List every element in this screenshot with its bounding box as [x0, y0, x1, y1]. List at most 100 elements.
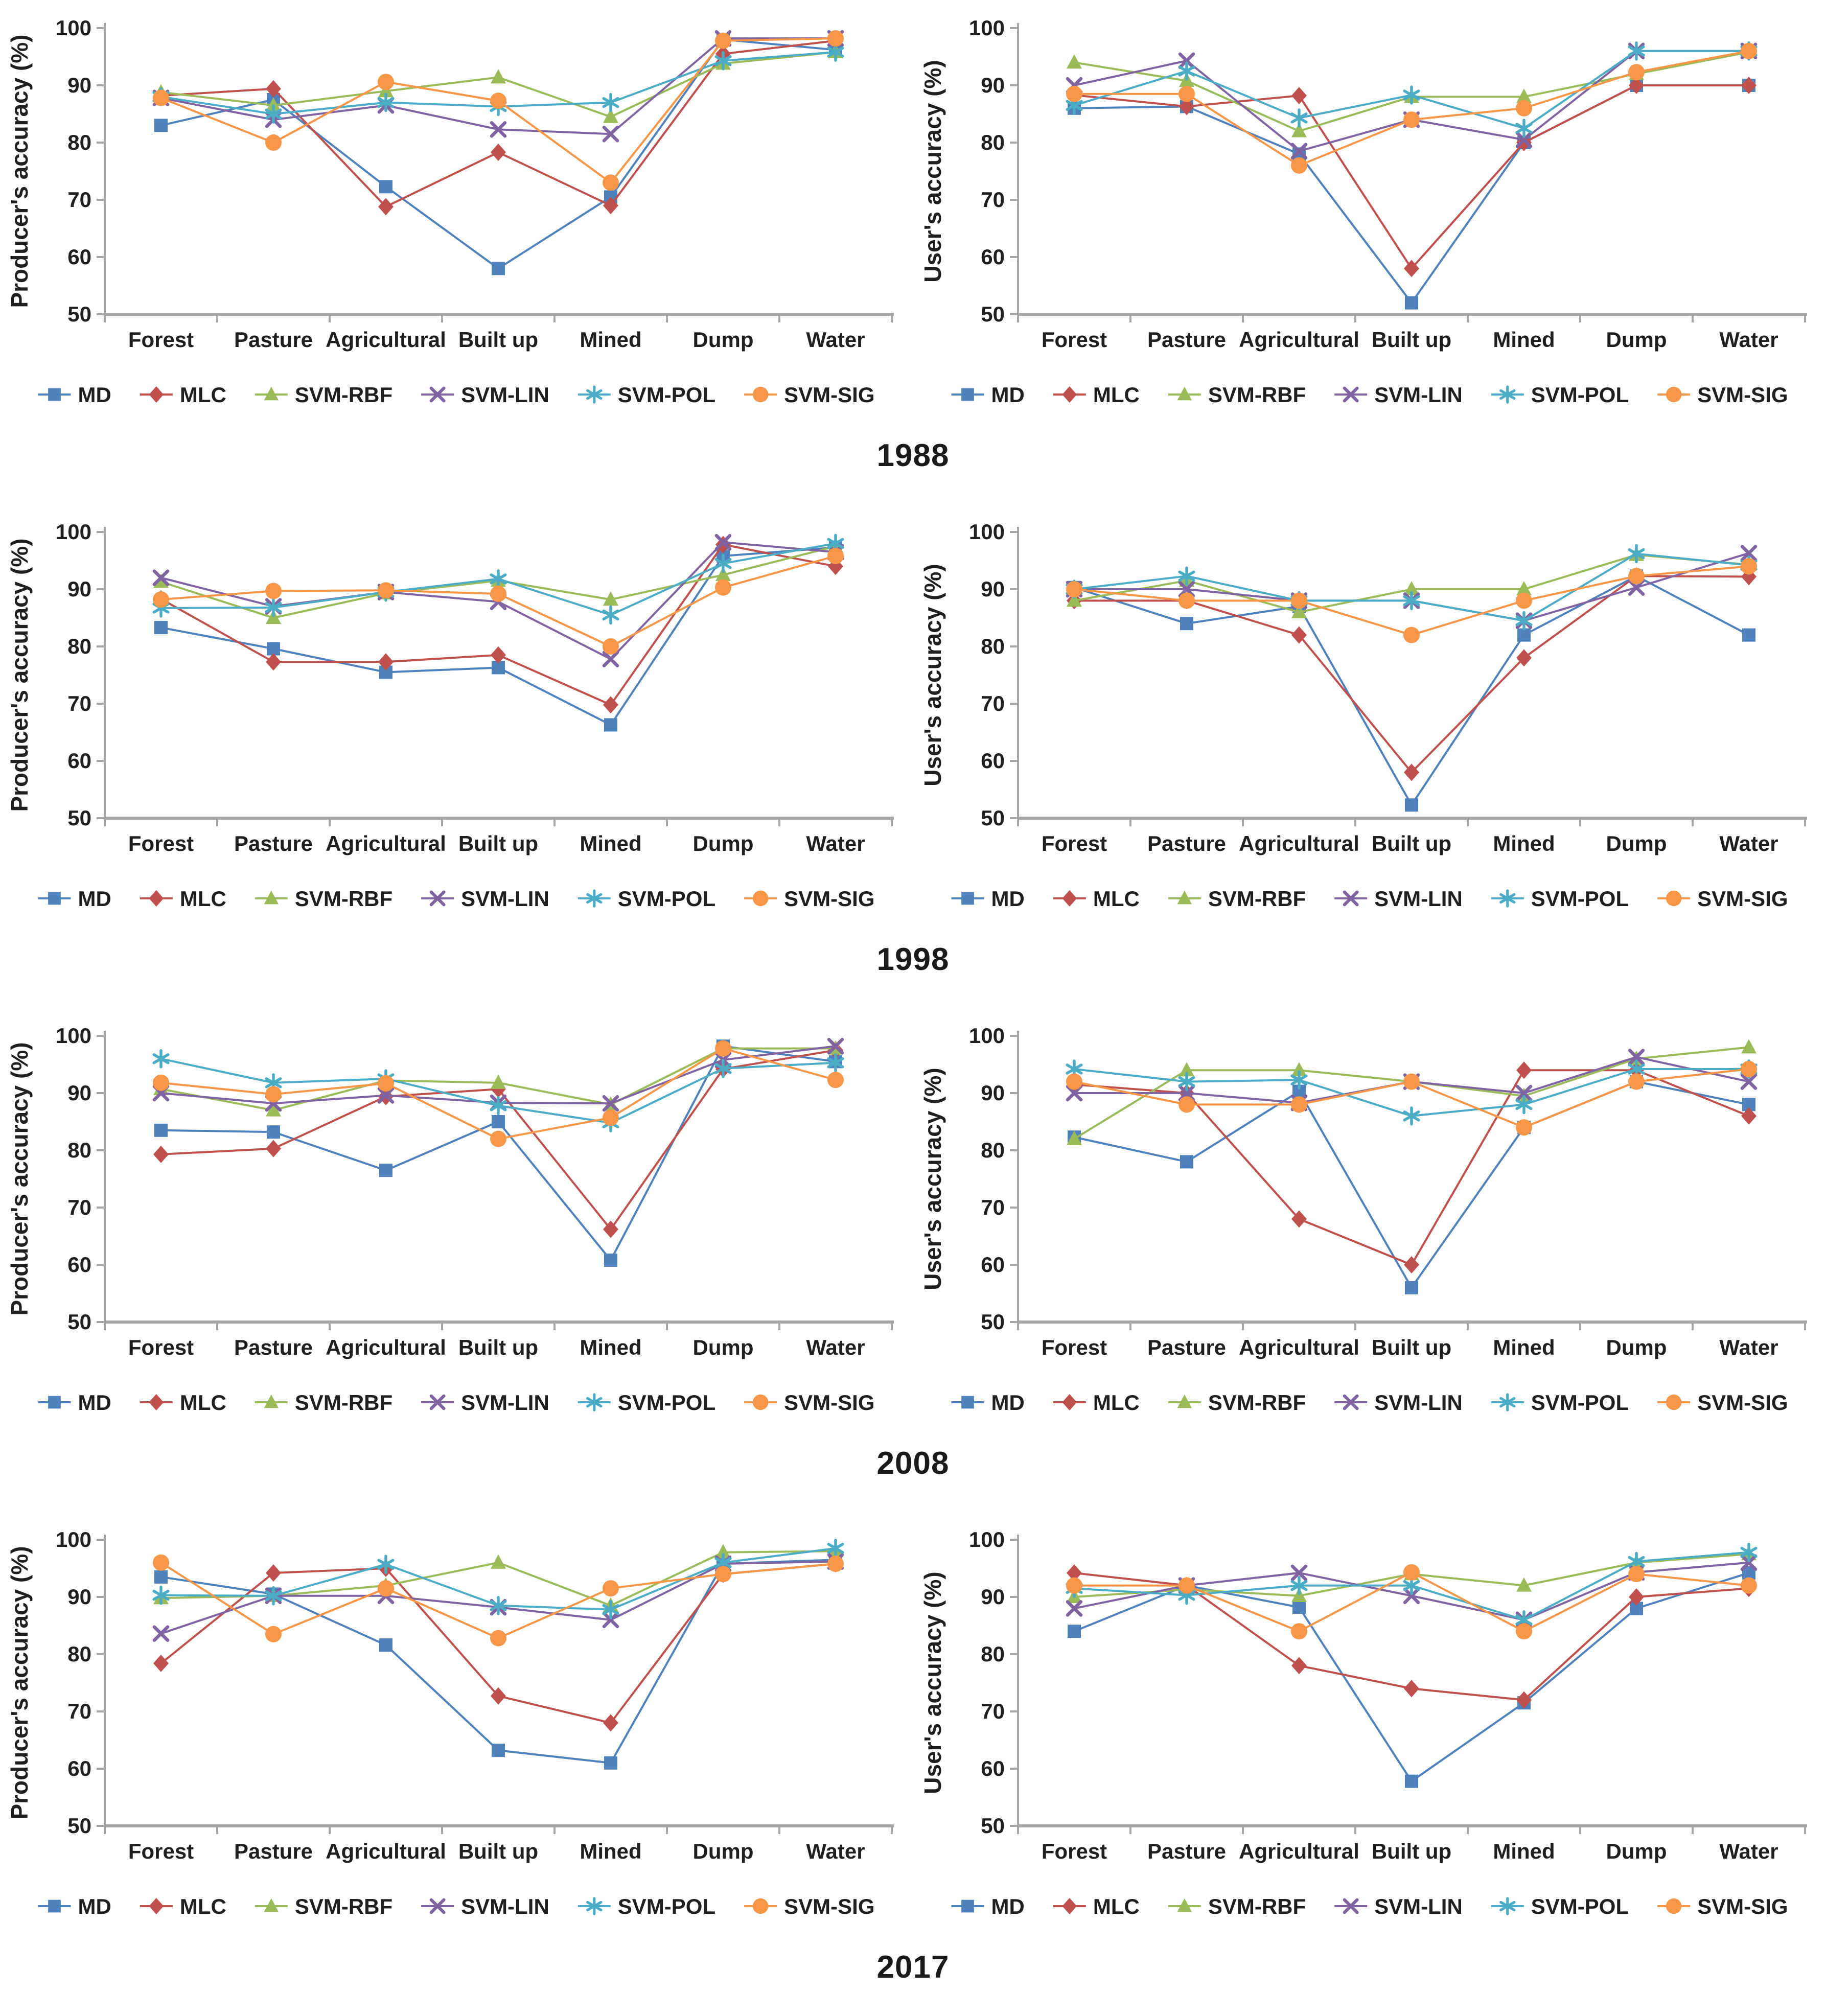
- triangle-marker: [153, 573, 169, 588]
- circle-marker: [1291, 1623, 1307, 1640]
- y-tick-label: 80: [67, 1642, 91, 1666]
- series-MD: [1068, 1566, 1755, 1788]
- legend-label: SVM-LIN: [1374, 1894, 1463, 1918]
- legend-label: MLC: [180, 887, 226, 911]
- legend-item-SVM-RBF: SVM-RBF: [255, 887, 392, 911]
- y-tick-label: 70: [67, 188, 91, 212]
- x-marker: [429, 890, 446, 907]
- square-marker: [492, 262, 505, 275]
- legend-item-MD: MD: [951, 1391, 1025, 1415]
- square-marker: [154, 1123, 168, 1137]
- y-tick-label: 60: [981, 1253, 1005, 1277]
- legend-item-SVM-SIG: SVM-SIG: [744, 1391, 875, 1415]
- x-marker: [1290, 143, 1308, 160]
- circle-marker: [603, 638, 619, 655]
- year-label-1988: 1988: [876, 438, 950, 473]
- x-category-label: Pasture: [1147, 1839, 1226, 1863]
- legend-label: SVM-RBF: [295, 1894, 392, 1918]
- triangle-marker: [491, 1074, 506, 1089]
- circle-marker: [1628, 1073, 1645, 1090]
- x-category-label: Agricultural: [326, 1335, 446, 1359]
- legend-item-SVM-LIN: SVM-LIN: [421, 1894, 549, 1918]
- triangle-marker: [603, 591, 618, 606]
- circle-marker: [1178, 85, 1195, 102]
- asterisk-marker: [586, 1393, 603, 1411]
- diamond-marker: [491, 1687, 506, 1705]
- diamond-marker: [1741, 568, 1756, 586]
- legend-label: MD: [991, 1894, 1025, 1918]
- y-tick-label: 80: [67, 1138, 91, 1162]
- y-tick-label: 80: [981, 634, 1005, 658]
- year-row-2017: 2017: [0, 1936, 1826, 2015]
- circle-marker: [1516, 1119, 1532, 1136]
- x-category-label: Mined: [1493, 1335, 1555, 1359]
- asterisk-marker: [827, 42, 844, 62]
- x-category-label: Dump: [693, 1335, 754, 1359]
- triangle-marker: [1516, 1577, 1532, 1592]
- x-category-label: Forest: [128, 831, 194, 855]
- x-marker: [152, 1625, 170, 1642]
- y-tick-label: 70: [67, 1699, 91, 1723]
- legend-label: SVM-SIG: [1697, 887, 1788, 911]
- x-category-label: Forest: [1042, 328, 1107, 352]
- triangle-marker: [1177, 386, 1192, 401]
- legend-item-SVM-LIN: SVM-LIN: [1334, 1894, 1463, 1918]
- y-tick-label: 100: [56, 16, 91, 40]
- legend-label: MLC: [180, 1391, 226, 1415]
- y-tick-label: 90: [981, 1585, 1005, 1609]
- circle-marker: [715, 32, 731, 49]
- legend-label: SVM-POL: [618, 1894, 715, 1918]
- asterisk-marker: [377, 1555, 395, 1574]
- x-category-label: Water: [1719, 1839, 1778, 1863]
- triangle-marker: [264, 386, 279, 401]
- diamond-marker: [378, 198, 394, 216]
- x-category-label: Agricultural: [326, 831, 446, 855]
- legend-item-MLC: MLC: [140, 887, 226, 911]
- legend-item-SVM-SIG: SVM-SIG: [1657, 383, 1788, 407]
- diamond-marker: [266, 653, 281, 671]
- square-marker: [492, 1115, 505, 1128]
- circle-marker: [827, 1556, 844, 1572]
- y-tick-label: 90: [67, 1585, 91, 1609]
- square-marker: [1068, 1625, 1081, 1638]
- y-tick-label: 60: [981, 245, 1005, 269]
- legend-item-MLC: MLC: [140, 383, 226, 407]
- legend-label: MD: [991, 887, 1025, 911]
- legend-label: MD: [78, 1391, 111, 1415]
- series-SVM-SIG: [153, 30, 844, 191]
- x-category-label: Built up: [458, 1839, 538, 1863]
- y-tick-label: 60: [67, 1756, 91, 1780]
- triangle-marker: [264, 890, 279, 905]
- x-marker: [152, 569, 170, 586]
- x-marker: [1628, 1049, 1645, 1065]
- diamond-marker: [1516, 1061, 1532, 1079]
- triangle-marker: [1179, 1062, 1194, 1077]
- x-category-label: Mined: [580, 1335, 641, 1359]
- legend-label: MD: [78, 1894, 111, 1918]
- legend-label: MD: [991, 383, 1025, 407]
- x-category-label: Mined: [580, 328, 641, 352]
- triangle-marker: [1067, 54, 1082, 69]
- diamond-marker: [266, 1564, 281, 1582]
- square-marker: [1180, 1155, 1193, 1169]
- x-category-label: Pasture: [234, 1335, 313, 1359]
- asterisk-marker: [152, 1585, 170, 1605]
- legend-label: SVM-SIG: [1697, 1894, 1788, 1918]
- triangle-marker: [1291, 123, 1307, 137]
- x-category-label: Forest: [128, 1335, 194, 1359]
- triangle-marker: [1404, 581, 1419, 595]
- x-marker: [827, 1037, 844, 1055]
- circle-marker: [490, 1130, 506, 1147]
- circle-marker: [827, 1072, 844, 1088]
- circle-marker: [265, 1086, 282, 1103]
- legend-item-MLC: MLC: [140, 1894, 226, 1918]
- asterisk-marker: [586, 385, 603, 404]
- legend-label: SVM-LIN: [1374, 1391, 1463, 1415]
- legend-label: SVM-LIN: [461, 383, 549, 407]
- asterisk-marker: [1403, 591, 1420, 611]
- circle-marker: [1066, 1073, 1082, 1090]
- x-category-label: Built up: [458, 831, 538, 855]
- y-tick-label: 60: [67, 1253, 91, 1277]
- circle-marker: [752, 386, 769, 403]
